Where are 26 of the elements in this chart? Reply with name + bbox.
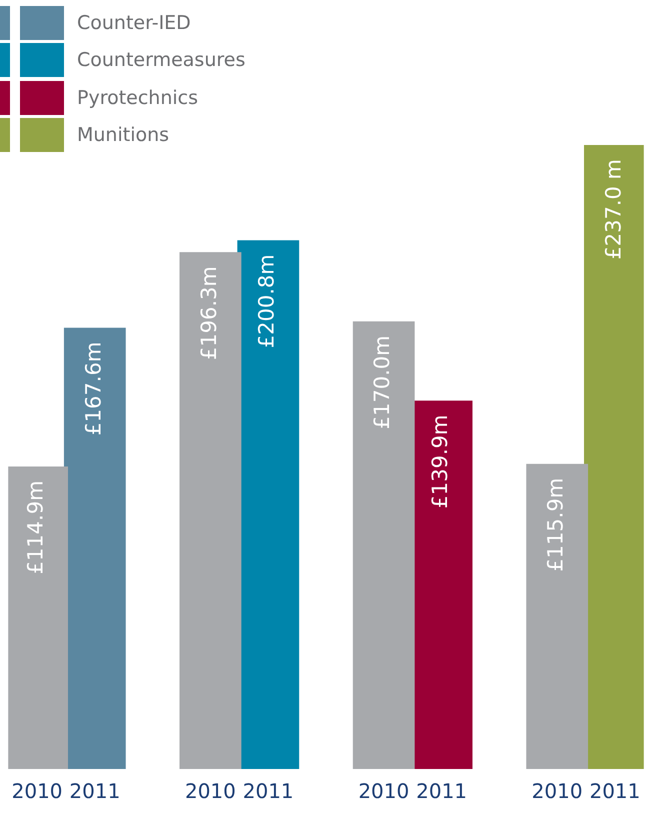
legend-label: Countermeasures bbox=[77, 49, 246, 72]
bar bbox=[526, 464, 588, 769]
x-tick-label: 2010 bbox=[358, 779, 410, 804]
x-tick-label: 2011 bbox=[242, 779, 294, 804]
data-label: £139.9m bbox=[428, 414, 452, 509]
data-label: £200.8m bbox=[254, 254, 279, 348]
x-tick-label: 2011 bbox=[416, 779, 468, 804]
bar bbox=[352, 321, 415, 769]
legend-label: Munitions bbox=[77, 124, 170, 146]
data-label: £114.9m bbox=[24, 480, 48, 574]
x-tick-label: 2011 bbox=[69, 779, 120, 804]
x-tick-label: 2011 bbox=[589, 779, 640, 804]
legend-label: Counter-IED bbox=[77, 12, 191, 34]
data-label: £170.0m bbox=[370, 335, 394, 430]
bar bbox=[237, 240, 300, 769]
x-tick-label: 2010 bbox=[184, 779, 236, 804]
bar bbox=[584, 145, 644, 769]
data-label: £196.3m bbox=[196, 266, 221, 360]
x-tick-label: 2010 bbox=[12, 779, 63, 804]
data-label: £115.9m bbox=[544, 478, 568, 572]
bar bbox=[64, 328, 126, 769]
data-label: £167.6m bbox=[81, 342, 106, 436]
data-label: £237.0 m bbox=[601, 159, 626, 260]
x-tick-label: 2010 bbox=[532, 779, 583, 804]
legend-label: Pyrotechnics bbox=[77, 86, 198, 109]
bar bbox=[180, 252, 242, 769]
